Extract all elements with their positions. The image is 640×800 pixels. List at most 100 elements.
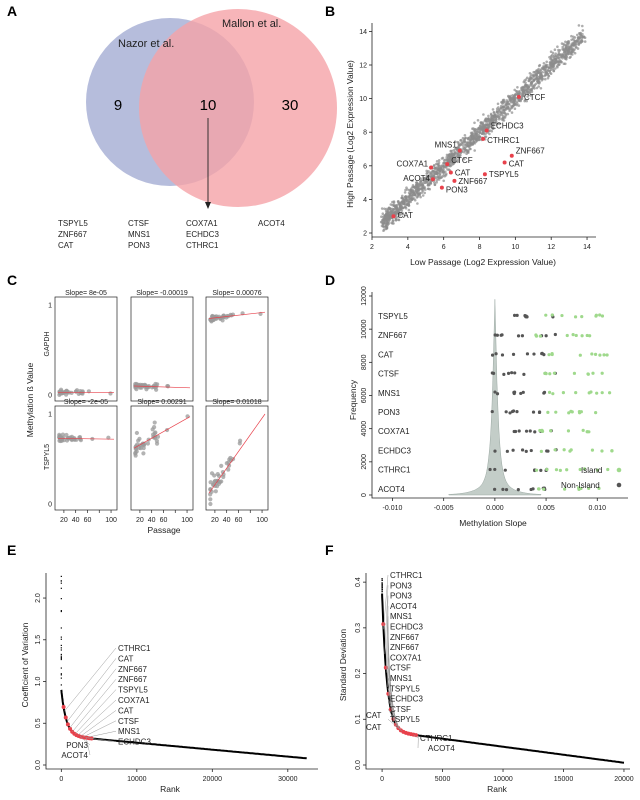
outlier-point bbox=[381, 583, 383, 585]
non-island-dot bbox=[528, 429, 532, 433]
panel-b-xlabel: Low Passage (Log2 Expression Value) bbox=[410, 257, 556, 267]
non-island-dot bbox=[524, 449, 528, 453]
panel-b-label: B bbox=[325, 3, 335, 19]
highlighted-gene-label: ZNF667 bbox=[516, 147, 545, 156]
expression-point bbox=[476, 130, 480, 133]
xtick-label: 0 bbox=[380, 776, 384, 783]
expression-point bbox=[405, 196, 408, 200]
expression-point bbox=[535, 86, 539, 90]
island-dot bbox=[551, 392, 555, 396]
non-island-dot bbox=[542, 390, 547, 394]
expression-point bbox=[497, 106, 500, 109]
expression-point bbox=[510, 111, 514, 114]
xtick-label: 10000 bbox=[127, 776, 147, 783]
non-island-dot bbox=[540, 352, 544, 356]
panel-d-ylabel: Frequency bbox=[348, 379, 358, 420]
expression-point bbox=[528, 72, 532, 75]
expression-point bbox=[437, 159, 441, 162]
expression-point bbox=[529, 88, 532, 92]
expression-point bbox=[416, 186, 420, 190]
expression-point bbox=[419, 180, 423, 184]
expression-point bbox=[435, 181, 438, 184]
expression-point bbox=[453, 153, 456, 156]
subplot-xtick-label: 100 bbox=[181, 517, 193, 524]
expression-point bbox=[415, 181, 418, 185]
expression-point bbox=[391, 210, 395, 213]
expression-point bbox=[524, 84, 527, 87]
expression-point bbox=[579, 33, 582, 37]
panel-b-xtick-label: 2 bbox=[370, 244, 374, 251]
non-island-dot bbox=[531, 410, 536, 414]
highlighted-gene-label: ECHDC3 bbox=[491, 122, 524, 131]
non-island-dot bbox=[515, 410, 519, 414]
expression-point bbox=[501, 114, 505, 118]
gene-label: MNS1 bbox=[118, 727, 141, 736]
island-dot bbox=[588, 334, 592, 338]
ytick-label: 1.0 bbox=[35, 677, 42, 687]
methylation-subplot: Slope= -2e-05 0 1 20 40 60 100 bbox=[48, 399, 118, 524]
non-island-dot bbox=[520, 334, 525, 338]
island-dot bbox=[600, 314, 605, 318]
expression-point bbox=[473, 121, 476, 125]
subplot-frame bbox=[205, 405, 269, 511]
outlier-point bbox=[60, 610, 62, 612]
non-island-dot bbox=[524, 429, 529, 433]
expression-point bbox=[576, 33, 579, 37]
venn-mallon-only: 30 bbox=[282, 97, 299, 114]
expression-point bbox=[567, 52, 571, 56]
venn-gene-label: CTSF bbox=[128, 219, 149, 228]
expression-point bbox=[471, 138, 474, 141]
expression-point bbox=[412, 197, 416, 200]
non-island-dot bbox=[493, 467, 497, 472]
panel-d-gene-label: CTSF bbox=[378, 370, 399, 379]
outlier-point bbox=[381, 590, 383, 593]
expression-point bbox=[425, 169, 429, 173]
expression-point bbox=[472, 141, 475, 145]
island-dot bbox=[606, 467, 610, 472]
island-dot bbox=[547, 390, 552, 394]
highlighted-gene-label: CAT bbox=[509, 159, 525, 168]
panel-b-ytick-label: 12 bbox=[359, 63, 367, 70]
expression-point bbox=[478, 124, 482, 128]
island-dot bbox=[610, 449, 614, 453]
legend-non-island-dot bbox=[616, 482, 622, 488]
methylation-point bbox=[134, 430, 139, 436]
outlier-point bbox=[381, 582, 383, 584]
non-island-dot bbox=[504, 488, 509, 492]
expression-point bbox=[426, 187, 430, 191]
expression-point bbox=[422, 187, 425, 190]
expression-point bbox=[526, 95, 529, 98]
gene-label: PON3 bbox=[66, 741, 88, 750]
outlier-point bbox=[60, 656, 62, 659]
expression-point bbox=[467, 137, 470, 140]
expression-point bbox=[467, 142, 470, 145]
island-dot bbox=[577, 410, 582, 414]
expression-point bbox=[471, 127, 474, 130]
gene-label: ECHDC3 bbox=[390, 623, 423, 632]
methylation-subplot: Slope= 0.00291 20 40 60 100 bbox=[130, 399, 194, 524]
methylation-point bbox=[208, 501, 213, 507]
expression-point bbox=[551, 51, 555, 55]
expression-point bbox=[466, 149, 469, 152]
expression-point bbox=[484, 118, 488, 121]
island-dot bbox=[582, 467, 587, 471]
expression-point bbox=[527, 77, 531, 81]
expression-point bbox=[436, 168, 439, 171]
methylation-point bbox=[141, 451, 146, 456]
panel-c-subplots: Slope= 8e-05 0 1 Slope= -0.00019 Slope= 0.00… bbox=[48, 290, 269, 524]
expression-point bbox=[428, 174, 431, 177]
subplot-frame bbox=[205, 296, 269, 402]
expression-point bbox=[573, 40, 577, 43]
expression-point bbox=[467, 145, 471, 148]
methylation-point bbox=[78, 437, 84, 443]
expression-point bbox=[457, 154, 461, 158]
expression-point bbox=[570, 34, 573, 38]
island-dot bbox=[573, 315, 578, 319]
expression-point bbox=[543, 68, 546, 72]
panel-b-ytick-label: 10 bbox=[359, 96, 367, 103]
xtick-label: 20000 bbox=[203, 776, 223, 783]
expression-point bbox=[407, 198, 410, 202]
expression-point bbox=[535, 69, 538, 72]
expression-point bbox=[561, 47, 564, 51]
panel-d-xtick-label: -0.010 bbox=[383, 505, 403, 512]
